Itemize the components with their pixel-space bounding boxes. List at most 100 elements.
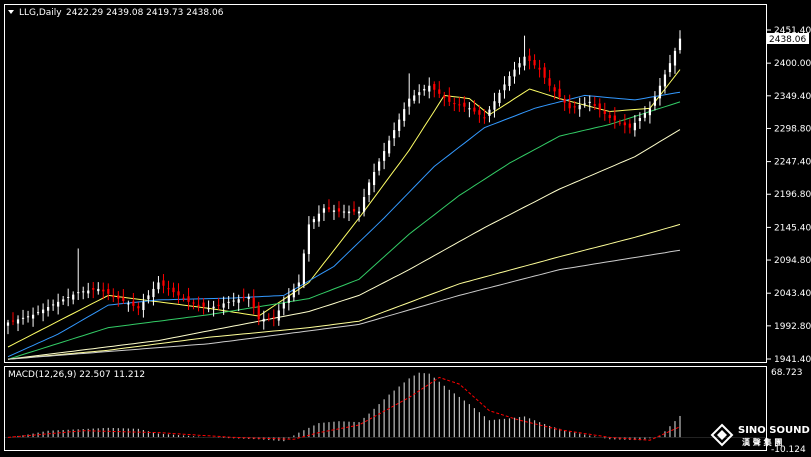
candle-body-down xyxy=(603,110,606,114)
candle-body-up xyxy=(503,84,506,91)
symbol-label: LLG,Daily xyxy=(19,8,62,18)
candle-body-up xyxy=(282,302,285,309)
candle-body-up xyxy=(302,253,305,284)
watermark-line1: SINO SOUND xyxy=(738,425,810,436)
moving-average-line-6 xyxy=(7,249,681,360)
candle-body-up xyxy=(16,319,20,324)
candle-body-up xyxy=(87,290,90,294)
price-tick-label: 2145.40 xyxy=(774,223,811,233)
candle-body-up xyxy=(638,117,641,122)
moving-average-lines xyxy=(7,69,681,360)
candle-body-up xyxy=(232,300,235,302)
moving-average-line-4 xyxy=(7,129,681,360)
candle-body-up xyxy=(383,151,386,161)
macd-max-label: 68.723 xyxy=(771,368,803,378)
candle-body-down xyxy=(117,295,120,299)
candle-body-down xyxy=(242,296,245,298)
candle-body-down xyxy=(187,296,190,302)
candle-body-up xyxy=(152,288,155,298)
candle-body-up xyxy=(578,105,581,110)
macd-panel-frame xyxy=(4,366,767,451)
candle-body-up xyxy=(262,318,265,322)
candle-body-up xyxy=(523,56,526,66)
watermark: SINO SOUND 漢 聲 集 團 xyxy=(710,423,810,447)
candle-body-up xyxy=(498,92,501,104)
candle-body-down xyxy=(197,304,200,306)
candle-body-up xyxy=(488,109,491,116)
candle-body-up xyxy=(493,101,496,110)
candle-body-up xyxy=(292,288,295,298)
price-tick-label: 2298.80 xyxy=(774,124,811,134)
candle-body-down xyxy=(618,122,621,124)
candle-body-up xyxy=(518,63,521,68)
triangle-down-icon[interactable] xyxy=(8,10,14,14)
candle-body-up xyxy=(287,295,290,303)
candle-body-down xyxy=(438,89,441,94)
candle-body-up xyxy=(127,303,130,305)
candle-body-down xyxy=(548,78,551,86)
candle-body-up xyxy=(367,182,371,195)
candle-body-down xyxy=(573,106,576,108)
candle-body-up xyxy=(678,38,682,51)
candle-body-down xyxy=(177,291,180,296)
candle-body-down xyxy=(458,104,461,106)
candle-body-down xyxy=(433,84,436,90)
candle-body-up xyxy=(207,308,210,310)
price-tick-label: 2247.40 xyxy=(774,158,811,168)
candle-body-down xyxy=(483,117,486,119)
candle-body-up xyxy=(372,172,376,186)
candle-body-up xyxy=(97,288,100,292)
candle-body-down xyxy=(543,67,546,78)
candle-body-down xyxy=(553,87,556,92)
candle-body-down xyxy=(137,306,140,309)
candle-body-up xyxy=(403,109,406,121)
candle-body-up xyxy=(398,119,401,131)
candle-body-up xyxy=(468,108,471,110)
candle-body-up xyxy=(67,297,70,299)
candle-body-up xyxy=(62,299,65,302)
candle-body-up xyxy=(648,108,652,116)
candle-body-down xyxy=(448,95,451,102)
candle-body-down xyxy=(182,297,185,299)
candle-body-up xyxy=(362,197,366,212)
candle-body-down xyxy=(598,103,601,110)
candle-body-up xyxy=(347,211,351,214)
candle-body-down xyxy=(202,302,205,307)
candle-body-down xyxy=(563,98,566,103)
candle-body-up xyxy=(393,130,396,139)
current-price-label: 2438.06 xyxy=(769,35,806,45)
candle-body-up xyxy=(82,291,85,293)
price-tick-label: 2196.80 xyxy=(774,190,811,200)
moving-average-line-5 xyxy=(7,223,681,360)
candlestick-series xyxy=(6,30,682,335)
macd-signal-polyline xyxy=(7,376,681,441)
candle-body-down xyxy=(568,102,571,109)
candle-body-down xyxy=(167,288,170,290)
candle-body-up xyxy=(222,303,225,308)
candle-body-down xyxy=(217,304,220,306)
diamond-logo-icon xyxy=(710,423,734,447)
candle-body-up xyxy=(31,314,35,319)
candle-body-down xyxy=(172,287,175,293)
candle-body-down xyxy=(122,297,125,302)
candle-body-up xyxy=(583,103,586,105)
candle-body-down xyxy=(272,316,275,318)
macd-signal-line xyxy=(7,376,681,441)
candle-body-down xyxy=(533,59,536,66)
price-tick-label: 2349.40 xyxy=(774,92,811,102)
candle-body-up xyxy=(6,322,10,326)
price-tick-label: 2043.40 xyxy=(774,289,811,299)
candle-body-up xyxy=(413,95,416,101)
candle-body-up xyxy=(77,292,80,294)
candle-body-down xyxy=(443,95,446,98)
candle-body-up xyxy=(357,211,361,214)
candle-body-down xyxy=(192,302,195,304)
candle-body-down xyxy=(132,301,135,306)
candle-body-up xyxy=(388,140,391,154)
candle-body-down xyxy=(337,208,341,212)
candle-body-up xyxy=(36,312,40,314)
candle-body-up xyxy=(142,301,145,311)
candle-body-up xyxy=(227,301,230,303)
candle-body-up xyxy=(342,211,346,213)
